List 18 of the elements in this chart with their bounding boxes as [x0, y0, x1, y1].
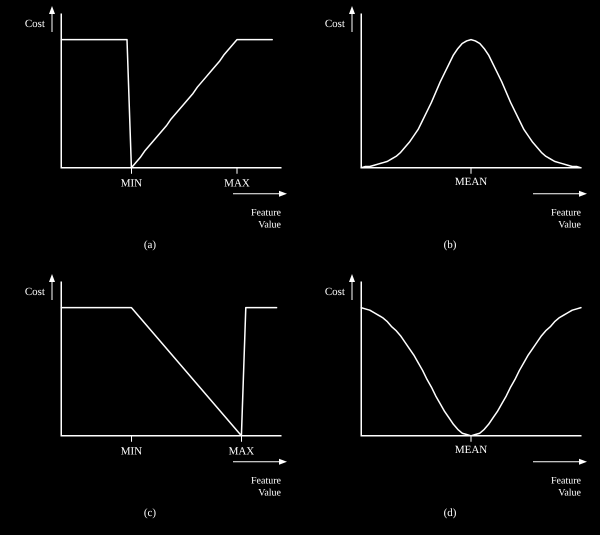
text: (a): [144, 239, 156, 251]
text: (d): [444, 506, 456, 518]
text: (c): [144, 506, 156, 518]
text: (b): [444, 239, 456, 251]
x-tick-label: MIN: [120, 444, 142, 457]
x-axis-title: Feature Value: [251, 475, 282, 498]
text: MEAN: [454, 444, 488, 456]
y-axis-title: Cost: [324, 18, 345, 30]
x-tick-label: MAX: [224, 177, 250, 190]
y-axis-title: Cost: [24, 285, 45, 298]
x-axis-title: Feature Value: [551, 475, 582, 498]
x-tick-label: MIN: [120, 177, 142, 190]
x-axis-title: Feature Value: [251, 208, 282, 231]
x-tick-label: MAX: [228, 444, 254, 457]
y-axis-title: Cost: [324, 285, 345, 298]
x-axis-title: Feature Value: [551, 208, 582, 231]
y-axis-title: Cost: [24, 18, 45, 30]
text: MEAN: [454, 176, 488, 188]
